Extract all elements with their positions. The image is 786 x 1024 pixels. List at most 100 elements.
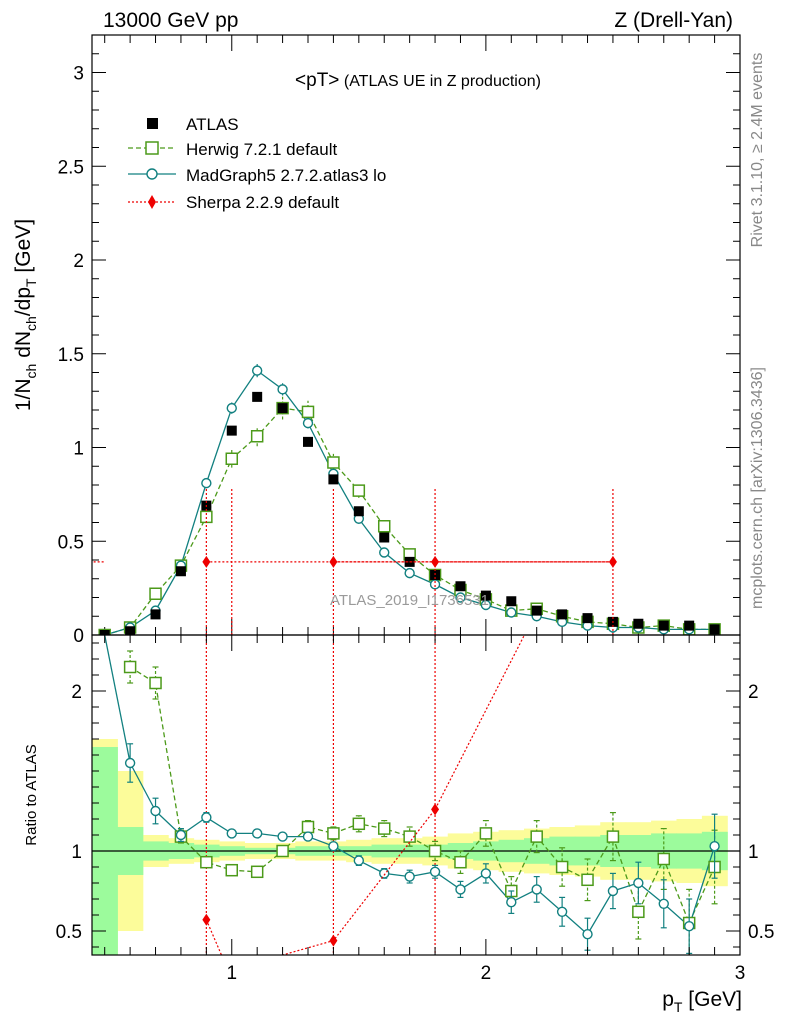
ratio-herwig-line: [129, 666, 716, 925]
atlas-point: [658, 620, 669, 631]
ratio-madgraph-point: [251, 828, 263, 839]
y-tick-label: 2: [73, 251, 84, 272]
madgraph-point: [277, 384, 288, 395]
atlas-point: [633, 618, 644, 629]
ratio-madgraph-point: [429, 866, 441, 877]
atlas-point: [303, 436, 313, 447]
ratio-madgraph-point: [683, 921, 695, 932]
ratio-madgraph-point: [302, 831, 314, 842]
ratio-herwig-point: [276, 844, 289, 858]
ratio-herwig-point: [377, 822, 391, 835]
madgraph-point: [226, 402, 237, 414]
atlas-point: [684, 620, 695, 631]
ratio-madgraph-point: [709, 841, 720, 852]
atlas-point: [328, 474, 339, 485]
legend-atlas: ATLAS: [147, 115, 239, 134]
atlas-point: [226, 425, 237, 436]
y-tick-label: 1.5: [58, 345, 84, 366]
ratio-madgraph-point: [379, 868, 390, 879]
main-title-sub: (ATLAS UE in Z production): [344, 73, 541, 90]
y-tick-label: 0: [73, 626, 84, 647]
atlas-point: [353, 506, 364, 517]
madgraph-point: [379, 547, 390, 558]
ratio-herwig-point: [301, 820, 315, 834]
ratio-madgraph-point: [531, 884, 542, 895]
ratio-herwig-point: [581, 873, 594, 887]
svg-text:pT [GeV]: pT [GeV]: [662, 988, 742, 1015]
ratio-y-tick-label-right: 1: [748, 842, 759, 863]
atlas-point: [252, 391, 263, 402]
legend-herwig-label: Herwig 7.2.1 default: [186, 140, 337, 159]
ratio-y-tick-label: 0.5: [56, 922, 82, 943]
ratio-madgraph-point: [175, 829, 187, 841]
ratio-madgraph-line: [104, 635, 131, 764]
ratio-ticks: 0.5 0.5 1 1 2 2 1 2 3: [56, 635, 774, 984]
main-panel: 0 0.5 1 1.5 2 2.5 3 <pT> (ATLAS UE in Z produc…: [12, 34, 741, 647]
legend: ATLAS Herwig 7.2.1 default MadGraph5 2.7…: [128, 115, 386, 212]
ratio-madgraph-point: [607, 885, 619, 897]
legend-atlas-label: ATLAS: [186, 115, 239, 134]
x-tick-label: 2: [481, 963, 492, 984]
ratio-herwig-point: [555, 860, 569, 874]
ratio-madgraph-point: [328, 841, 339, 852]
atlas-point: [582, 613, 593, 624]
ratio-herwig-point: [606, 830, 620, 843]
ratio-herwig-point: [530, 830, 543, 843]
header-left: 13000 GeV pp: [103, 9, 238, 32]
ratio-sherpa-point: [202, 913, 211, 926]
ratio-madgraph-point: [277, 831, 288, 842]
legend-herwig: Herwig 7.2.1 default: [128, 140, 337, 159]
ratio-herwig-point: [149, 676, 162, 690]
legend-sherpa-label: Sherpa 2.2.9 default: [186, 193, 339, 212]
ratio-y-tick-label: 2: [71, 682, 82, 703]
herwig-point: [352, 484, 366, 497]
ratio-series: [92, 635, 740, 955]
legend-madgraph: MadGraph5 2.7.2.atlas3 lo: [128, 166, 386, 185]
atlas-point: [150, 609, 161, 620]
ratio-herwig-point: [403, 830, 416, 843]
atlas-point: [455, 581, 466, 592]
y-tick-label: 2.5: [58, 157, 84, 178]
ratio-y-tick-label: 1: [71, 842, 82, 863]
legend-atlas-marker: [147, 118, 158, 129]
ratio-herwig-point: [200, 855, 213, 869]
herwig-point: [377, 520, 391, 533]
atlas-point: [557, 609, 568, 620]
y-tick-label: 3: [73, 64, 84, 85]
ratio-herwig-point: [479, 827, 493, 840]
ratio-madgraph-point: [404, 871, 415, 882]
header-right: Z (Drell-Yan): [614, 9, 733, 32]
ratio-sherpa-line: [205, 635, 526, 955]
ratio-y-label: Ratio to ATLAS: [23, 744, 40, 845]
ratio-madgraph-point: [455, 884, 466, 895]
herwig-point: [225, 452, 239, 465]
main-title-main: <pT>: [295, 70, 339, 91]
atlas-point: [709, 624, 720, 635]
x-axis-label: pT [GeV]: [662, 988, 742, 1015]
ratio-herwig-point: [250, 865, 264, 879]
ratio-madgraph-point: [353, 855, 365, 866]
atlas-point: [379, 532, 390, 543]
ratio-herwig-point: [327, 827, 340, 840]
main-series: [92, 364, 721, 635]
atlas-point: [506, 596, 517, 607]
ratio-y-tick-label-right: 0.5: [748, 922, 774, 943]
ratio-madgraph-point: [506, 897, 517, 908]
y-tick-label: 0.5: [58, 532, 84, 553]
main-ticks: 0 0.5 1 1.5 2 2.5 3: [58, 34, 741, 647]
atlas-point: [531, 605, 542, 616]
watermark: ATLAS_2019_I1736531: [330, 592, 489, 609]
herwig-point: [250, 430, 264, 443]
x-tick-label: 3: [735, 963, 746, 984]
ratio-frame: [91, 634, 741, 956]
x-tick-label: 1: [226, 963, 237, 984]
ratio-sherpa-point: [329, 934, 338, 947]
madgraph-point: [251, 365, 263, 376]
madgraph-point: [302, 417, 314, 429]
atlas-point: [175, 566, 186, 577]
ratio-herwig-point: [657, 852, 671, 866]
madgraph-point: [455, 592, 466, 603]
ratio-herwig-point: [428, 844, 442, 858]
ratio-herwig-point: [632, 905, 645, 919]
